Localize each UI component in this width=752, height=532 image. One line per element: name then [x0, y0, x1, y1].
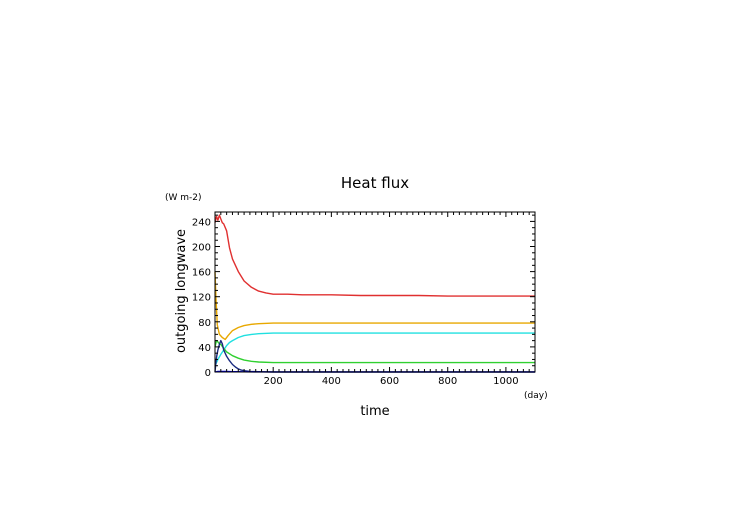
- series-layer: [214, 214, 535, 373]
- x-unit-label: (day): [524, 391, 548, 401]
- x-tick-label: 800: [438, 376, 457, 387]
- x-tick-label: 400: [322, 376, 341, 387]
- ticks-layer: 200 400 600 800 1000 0 40 80 120 160 200 240: [192, 212, 535, 387]
- x-tick-label: 200: [264, 376, 283, 387]
- x-tick-label: 600: [380, 376, 399, 387]
- y-tick-label: 200: [192, 243, 211, 254]
- chart-title: Heat flux: [341, 174, 409, 192]
- y-tick-label: 40: [198, 343, 211, 354]
- series-line-5: [214, 339, 535, 373]
- x-axis-label: time: [360, 404, 389, 419]
- y-tick-label: 0: [205, 368, 211, 379]
- plot-frame: [214, 211, 536, 373]
- series-line-1: [214, 214, 535, 297]
- y-tick-label: 240: [192, 217, 211, 228]
- series-line-2: [214, 271, 535, 341]
- x-tick-label: 1000: [493, 376, 518, 387]
- y-unit-label: (W m-2): [165, 193, 202, 203]
- y-tick-label: 160: [192, 268, 211, 279]
- y-tick-label: 80: [198, 318, 211, 329]
- y-axis-label: outgoing longwave: [174, 229, 189, 353]
- y-tick-label: 120: [192, 293, 211, 304]
- series-line-3: [214, 332, 535, 367]
- series-line-4: [214, 339, 535, 364]
